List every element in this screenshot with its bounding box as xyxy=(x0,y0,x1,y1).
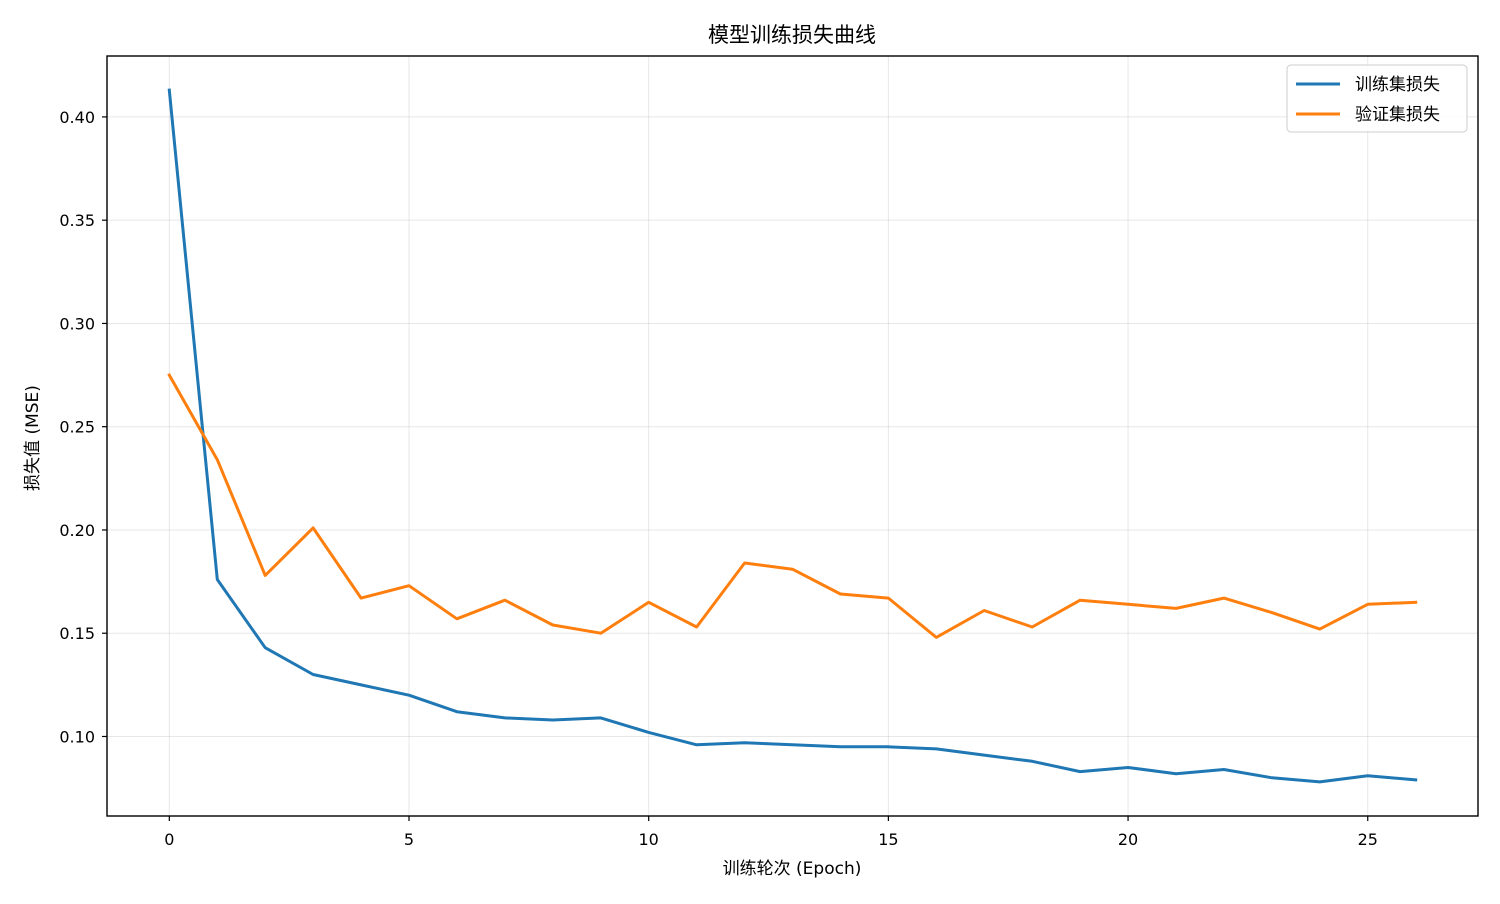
y-tick-label: 0.20 xyxy=(59,521,95,540)
plot-frame xyxy=(106,55,1479,817)
x-tick-label: 10 xyxy=(639,830,659,849)
x-tick-label: 5 xyxy=(404,830,414,849)
y-tick-label: 0.15 xyxy=(59,624,95,643)
y-tick-label: 0.30 xyxy=(59,314,95,333)
x-axis-label: 训练轮次 (Epoch) xyxy=(723,859,862,879)
x-tick-label: 0 xyxy=(164,830,174,849)
chart-title: 模型训练损失曲线 xyxy=(708,23,876,47)
x-tick-label: 20 xyxy=(1118,830,1138,849)
series-line-1 xyxy=(167,373,1418,639)
y-tick-label: 0.10 xyxy=(59,727,95,746)
x-tick-label: 15 xyxy=(878,830,898,849)
y-tick-label: 0.25 xyxy=(59,418,95,437)
x-tick-label: 25 xyxy=(1358,830,1378,849)
grid-lines xyxy=(107,56,1478,816)
axis-ticks: 0 5 10 15 20 25 0.10 0.15 0.20 0.25 0.30 0.35 0.40 xyxy=(59,108,1378,849)
legend-label-0: 训练集损失 xyxy=(1355,75,1440,95)
y-axis-label: 损失值 (MSE) xyxy=(23,385,43,491)
legend-label-1: 验证集损失 xyxy=(1355,105,1440,125)
series-line-0 xyxy=(167,88,1418,784)
y-tick-label: 0.40 xyxy=(59,108,95,127)
series-lines xyxy=(167,88,1418,784)
y-tick-label: 0.35 xyxy=(59,211,95,230)
